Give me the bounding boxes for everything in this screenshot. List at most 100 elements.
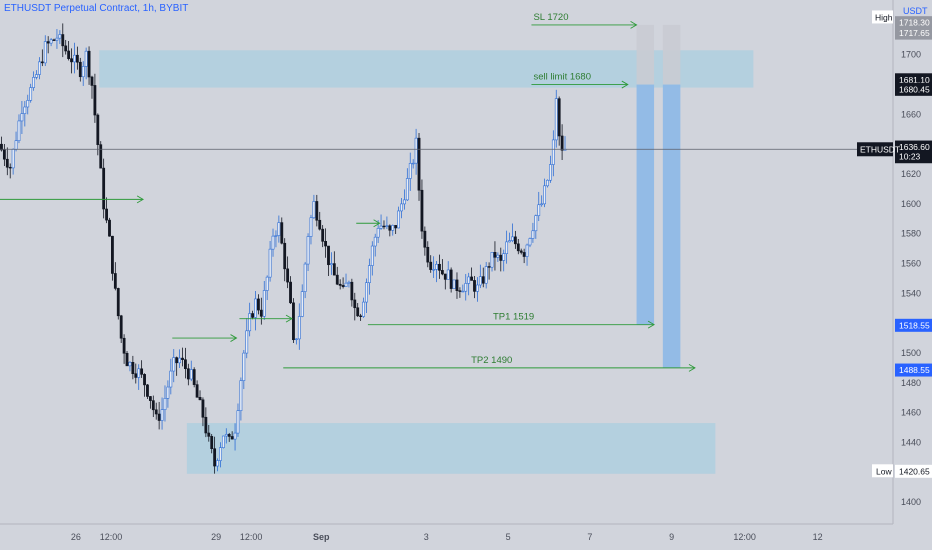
candle-body: [546, 179, 549, 187]
candle-body: [233, 432, 237, 440]
candle-body: [429, 261, 433, 270]
candle-body: [102, 167, 106, 210]
candle-body: [551, 139, 555, 165]
candle-body: [353, 299, 357, 309]
candle-body: [557, 98, 561, 137]
high-label-bg: [872, 10, 893, 24]
time-tick: 29: [211, 532, 221, 542]
time-tick: 7: [587, 532, 592, 542]
candle-body: [481, 276, 485, 284]
candle-body: [227, 434, 231, 437]
candle-body: [405, 178, 409, 201]
price-tag-6-bg: [895, 363, 932, 377]
candle-body: [306, 236, 310, 265]
candle-body: [2, 149, 6, 160]
candle-body: [327, 245, 330, 266]
time-tick: 3: [424, 532, 429, 542]
candle-body: [458, 290, 462, 292]
candle-body: [473, 280, 476, 292]
candle-body: [242, 352, 246, 381]
trend-arrow-4-head: [373, 219, 381, 228]
candle-body: [219, 447, 222, 461]
candle-body: [236, 410, 240, 434]
candle-body: [84, 50, 88, 67]
candle-body: [198, 396, 202, 401]
candle-body: [201, 399, 205, 418]
candle-body: [464, 283, 468, 292]
candle-body: [67, 50, 71, 59]
candle-body: [137, 368, 141, 378]
price-tick: 1460: [901, 408, 921, 418]
candle-body: [335, 274, 339, 285]
candle-body: [230, 436, 234, 440]
price-tag-2: 1717.65: [899, 28, 930, 38]
candle-body: [362, 301, 365, 317]
candle-body: [543, 185, 546, 205]
candle-body: [210, 436, 214, 450]
candle-body: [496, 254, 500, 258]
candle-body: [38, 61, 41, 75]
position-target-1: [636, 84, 655, 325]
candle-body: [283, 242, 287, 270]
trend-arrow-2-head: [230, 334, 238, 342]
candle-body: [175, 357, 179, 364]
candle-body: [321, 228, 325, 242]
symbol-tag: ETHUSDT: [860, 144, 900, 154]
price-tag-4-bg: [895, 82, 932, 96]
candle-body: [189, 369, 193, 380]
candle-body: [140, 368, 144, 375]
candle-body: [540, 203, 544, 206]
candle-body: [452, 279, 456, 289]
countdown-tag: 10:23: [899, 152, 921, 162]
candle-body: [365, 282, 368, 303]
candle-body: [160, 409, 164, 421]
price-tick: 1700: [901, 50, 921, 60]
price-tick: 1500: [901, 348, 921, 358]
candle-body: [11, 149, 15, 169]
candle-body: [8, 166, 12, 169]
candle-body: [379, 225, 383, 229]
candle-body: [341, 285, 345, 287]
time-axis[interactable]: 26 12:00 29 12:00 Sep 3 5 7 9 12:00 12: [71, 532, 823, 542]
candle-body: [490, 252, 494, 268]
candle-body: [111, 235, 114, 274]
candle-body: [330, 263, 333, 266]
candle-body: [157, 413, 161, 421]
candle-body: [122, 337, 126, 354]
price-tick: 1480: [901, 378, 921, 388]
candle-body: [513, 236, 517, 245]
candle-body: [49, 39, 53, 44]
level-label-1: SL 1720: [533, 12, 568, 23]
candle-body: [113, 273, 117, 289]
candle-body: [446, 269, 450, 280]
candle-body: [417, 137, 421, 191]
candle-body: [403, 199, 406, 205]
candle-body: [186, 368, 190, 380]
candle-body: [184, 359, 187, 370]
candle-body: [178, 357, 181, 364]
candle-body: [502, 253, 506, 261]
supply-zone: [99, 50, 754, 88]
candle-body: [70, 58, 73, 63]
candle-body: [248, 313, 252, 332]
candle-body: [32, 77, 35, 88]
candle-body: [397, 210, 400, 229]
candle-body: [493, 252, 497, 258]
candle-body: [440, 270, 444, 275]
candle-body: [560, 135, 564, 151]
candle-body: [14, 140, 18, 150]
candle-body: [128, 362, 132, 367]
candle-body: [303, 263, 307, 292]
candle-body: [505, 241, 509, 254]
candle-body: [470, 276, 473, 281]
candle-body: [259, 309, 263, 317]
candle-body: [35, 74, 38, 78]
candle-body: [376, 228, 380, 238]
trend-arrow-3-head: [285, 314, 293, 323]
candle-body: [519, 250, 523, 253]
level-label-4: TP2 1490: [471, 355, 512, 366]
candle-body: [131, 362, 135, 375]
price-tick: 1600: [901, 199, 921, 209]
candle-body: [478, 276, 482, 286]
